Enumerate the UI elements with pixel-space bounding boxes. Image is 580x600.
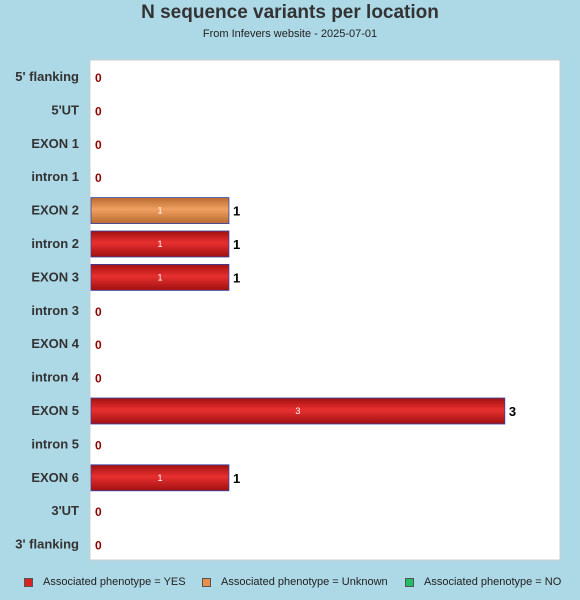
category-label-5-flanking: 5' flanking — [15, 69, 79, 84]
category-label-3-ut: 3'UT — [51, 503, 79, 518]
value-label-exon-4: 0 — [95, 338, 102, 352]
chart-title: N sequence variants per location — [141, 2, 439, 23]
category-label-exon-1: EXON 1 — [31, 136, 79, 151]
value-label-intron-3: 0 — [95, 305, 102, 319]
bar-inner-label-intron-2-series-0: 1 — [157, 239, 162, 249]
category-label-3-flanking: 3' flanking — [15, 537, 79, 552]
legend: Associated phenotype = YES Associated ph… — [0, 576, 580, 590]
legend-item-no: Associated phenotype = NO — [405, 576, 561, 588]
value-label-exon-5: 3 — [509, 404, 516, 419]
category-label-5-ut: 5'UT — [51, 102, 79, 117]
chart-area: 5' flanking 5'UT EXON 1 intron 1 EXON 2 intro… — [15, 59, 561, 561]
legend-item-yes: Associated phenotype = YES — [24, 576, 186, 588]
category-label-exon-6: EXON 6 — [31, 470, 79, 485]
value-label-exon-6: 1 — [233, 471, 240, 486]
bar-inner-label-exon-5-series-0: 3 — [295, 406, 300, 416]
category-label-exon-2: EXON 2 — [31, 203, 79, 218]
legend-item-unknown: Associated phenotype = Unknown — [202, 576, 388, 588]
bar-inner-label-exon-2-series-1: 1 — [157, 206, 162, 216]
legend-swatch-unknown — [202, 577, 211, 587]
value-label-exon-1: 0 — [95, 138, 102, 152]
value-label-exon-2: 1 — [233, 204, 240, 219]
category-label-intron-5: intron 5 — [31, 436, 79, 451]
category-label-exon-5: EXON 5 — [31, 403, 79, 418]
legend-swatch-no — [405, 577, 414, 587]
chart-subtitle: From Infevers website - 2025-07-01 — [202, 28, 378, 40]
value-label-exon-3: 1 — [233, 270, 240, 285]
bar-inner-label-exon-3-series-0: 1 — [157, 272, 162, 282]
bar-exon-2-series-1 — [90, 197, 230, 225]
value-label-3-flanking: 0 — [95, 539, 102, 553]
value-label-3-ut: 0 — [95, 505, 102, 519]
legend-swatch-yes — [24, 577, 33, 587]
value-label-5-ut: 0 — [95, 104, 102, 118]
legend-label-yes: Associated phenotype = YES — [43, 576, 186, 588]
bar-exon-5-series-0 — [90, 397, 506, 425]
category-label-intron-2: intron 2 — [31, 236, 79, 251]
category-label-exon-3: EXON 3 — [31, 269, 79, 284]
category-label-intron-1: intron 1 — [31, 169, 79, 184]
category-label-intron-3: intron 3 — [31, 303, 79, 318]
bar-exon-6-series-0 — [90, 464, 230, 492]
legend-label-no: Associated phenotype = NO — [424, 576, 562, 588]
value-label-intron-1: 0 — [95, 171, 102, 185]
value-label-5-flanking: 0 — [95, 71, 102, 85]
value-label-intron-4: 0 — [95, 372, 102, 386]
category-label-intron-4: intron 4 — [31, 370, 79, 385]
bar-inner-label-exon-6-series-0: 1 — [157, 473, 162, 483]
bar-exon-3-series-0 — [90, 263, 230, 291]
category-label-exon-4: EXON 4 — [31, 336, 79, 351]
value-label-intron-2: 1 — [233, 237, 240, 252]
value-label-intron-5: 0 — [95, 438, 102, 452]
legend-label-unknown: Associated phenotype = Unknown — [221, 576, 388, 588]
bar-intron-2-series-0 — [90, 230, 230, 258]
